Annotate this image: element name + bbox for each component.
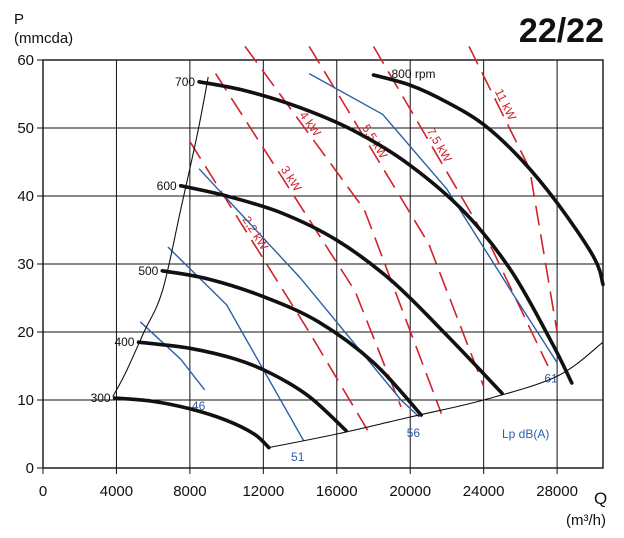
power-line [308,45,485,387]
x-tick-label: 28000 [536,483,578,500]
rpm-curve [160,269,423,417]
noise-line [308,72,558,363]
noise-line [198,168,420,418]
rpm-curve [371,73,605,287]
y-tick-label: 30 [17,256,34,273]
rpm-curve [178,184,504,395]
x-tick-label: 16000 [316,483,358,500]
y-axis-label: P [14,11,24,28]
power-line [189,141,371,435]
y-tick-label: 20 [17,324,34,341]
y-tick-label: 40 [17,188,34,205]
rpm-label: 800 rpm [391,67,435,81]
rpm-curve [112,396,271,450]
x-axis-label: Q [594,489,607,508]
noise-label: 51 [291,450,305,464]
power-label: 11 kW [492,87,520,123]
power-line [468,46,558,333]
noise-line [167,246,305,442]
axis-ticks: 0 4000 8000 12000 16000 20000 24000 28000 0 10 20 3… [17,52,578,500]
x-axis-unit: (m³/h) [566,512,606,529]
x-tick-label: 24000 [463,483,505,500]
x-tick-label: 0 [39,483,47,500]
x-tick-label: 20000 [389,483,431,500]
y-tick-label: 60 [17,52,34,69]
noise-label: 56 [407,426,421,440]
rpm-label: 600 [157,179,177,193]
system-curve [112,76,209,397]
rpm-label: 700 [175,75,195,89]
boundary-curves [112,76,604,449]
x-tick-label: 4000 [100,483,133,500]
rpm-curve [197,80,574,385]
y-axis-unit: (mmcda) [14,30,73,47]
rpm-curve [136,340,348,433]
x-tick-label: 12000 [242,483,284,500]
y-tick-label: 10 [17,392,34,409]
rpm-label: 300 [91,391,111,405]
y-tick-label: 0 [26,460,34,477]
rpm-label: 400 [114,335,134,349]
chart-grid [42,59,604,469]
rpm-label: 500 [138,264,158,278]
chart-title: 22/22 [519,12,604,50]
power-line [372,45,549,367]
lower-boundary-curve [268,341,604,449]
y-tick-label: 50 [17,120,34,137]
power-label: 3 kW [278,163,305,194]
x-tick-label: 8000 [173,483,206,500]
legend-text: Lp dB(A) [502,427,549,441]
noise-line [139,321,206,391]
rpm-curves: 300 400 500 600 700 800 rpm [91,67,605,450]
